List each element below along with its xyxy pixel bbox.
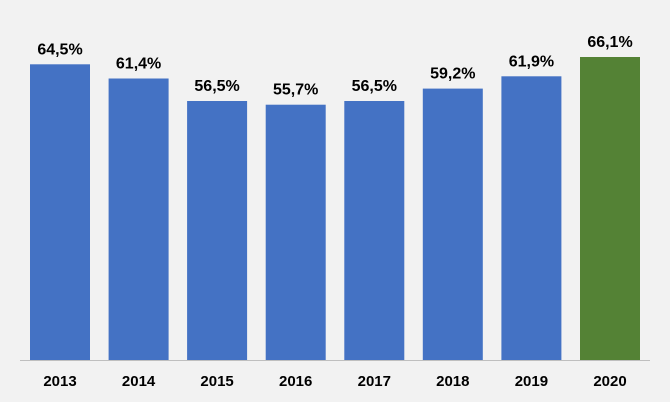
data-label-2019: 61,9% bbox=[509, 53, 554, 70]
x-tick-label-2013: 2013 bbox=[43, 373, 76, 390]
x-tick-labels-group: 2013 2014 2015 2016 2017 2018 2019 2020 bbox=[43, 373, 626, 390]
x-tick-label-2015: 2015 bbox=[200, 373, 233, 390]
data-label-2017: 56,5% bbox=[352, 78, 397, 95]
bar-2018 bbox=[422, 88, 483, 360]
data-label-2020: 66,1% bbox=[587, 34, 632, 51]
x-tick-label-2017: 2017 bbox=[358, 373, 391, 390]
data-label-2015: 56,5% bbox=[194, 78, 239, 95]
bars-group bbox=[30, 57, 640, 361]
data-labels-group: 64,5% 61,4% 56,5% 55,7% 56,5% 59,2% 61,9% 66,1% bbox=[37, 34, 632, 99]
bar-2016 bbox=[265, 104, 326, 360]
bar-2019 bbox=[501, 76, 562, 361]
x-tick-label-2018: 2018 bbox=[436, 373, 469, 390]
x-tick-label-2014: 2014 bbox=[122, 373, 156, 390]
x-tick-label-2016: 2016 bbox=[279, 373, 312, 390]
bar-2014 bbox=[108, 78, 169, 360]
x-tick-label-2019: 2019 bbox=[515, 373, 548, 390]
data-label-2018: 59,2% bbox=[430, 66, 475, 83]
data-label-2013: 64,5% bbox=[37, 41, 82, 58]
bar-2017 bbox=[344, 101, 405, 360]
data-label-2016: 55,7% bbox=[273, 82, 318, 99]
bar-2013 bbox=[30, 64, 90, 361]
bar-2015 bbox=[187, 101, 248, 360]
data-label-2014: 61,4% bbox=[116, 56, 161, 73]
x-tick-label-2020: 2020 bbox=[593, 373, 626, 390]
bar-2020 bbox=[580, 57, 640, 360]
